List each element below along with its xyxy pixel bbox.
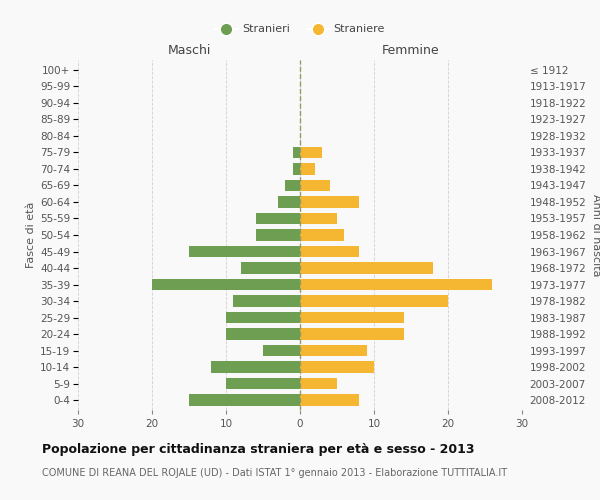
Text: Maschi: Maschi: [167, 44, 211, 57]
Bar: [300, 328, 404, 340]
Bar: [211, 362, 300, 373]
Bar: [300, 212, 337, 224]
Bar: [300, 312, 404, 324]
Bar: [233, 296, 300, 307]
Bar: [300, 362, 374, 373]
Bar: [300, 262, 433, 274]
Bar: [241, 262, 300, 274]
Bar: [300, 229, 344, 241]
Bar: [226, 378, 300, 390]
Bar: [293, 163, 300, 174]
Bar: [285, 180, 300, 191]
Bar: [278, 196, 300, 208]
Bar: [300, 246, 359, 258]
Bar: [226, 328, 300, 340]
Text: Femmine: Femmine: [382, 44, 440, 57]
Bar: [300, 378, 337, 390]
Bar: [300, 394, 359, 406]
Bar: [300, 296, 448, 307]
Text: COMUNE DI REANA DEL ROJALE (UD) - Dati ISTAT 1° gennaio 2013 - Elaborazione TUTT: COMUNE DI REANA DEL ROJALE (UD) - Dati I…: [42, 468, 507, 477]
Bar: [300, 146, 322, 158]
Bar: [300, 180, 329, 191]
Text: Popolazione per cittadinanza straniera per età e sesso - 2013: Popolazione per cittadinanza straniera p…: [42, 442, 475, 456]
Bar: [256, 229, 300, 241]
Bar: [226, 312, 300, 324]
Bar: [300, 278, 493, 290]
Bar: [256, 212, 300, 224]
Y-axis label: Anni di nascita: Anni di nascita: [590, 194, 600, 276]
Bar: [293, 146, 300, 158]
Legend: Stranieri, Straniere: Stranieri, Straniere: [211, 20, 389, 39]
Bar: [300, 345, 367, 356]
Y-axis label: Fasce di età: Fasce di età: [26, 202, 36, 268]
Bar: [152, 278, 300, 290]
Bar: [300, 163, 315, 174]
Bar: [189, 394, 300, 406]
Bar: [189, 246, 300, 258]
Bar: [300, 196, 359, 208]
Bar: [263, 345, 300, 356]
